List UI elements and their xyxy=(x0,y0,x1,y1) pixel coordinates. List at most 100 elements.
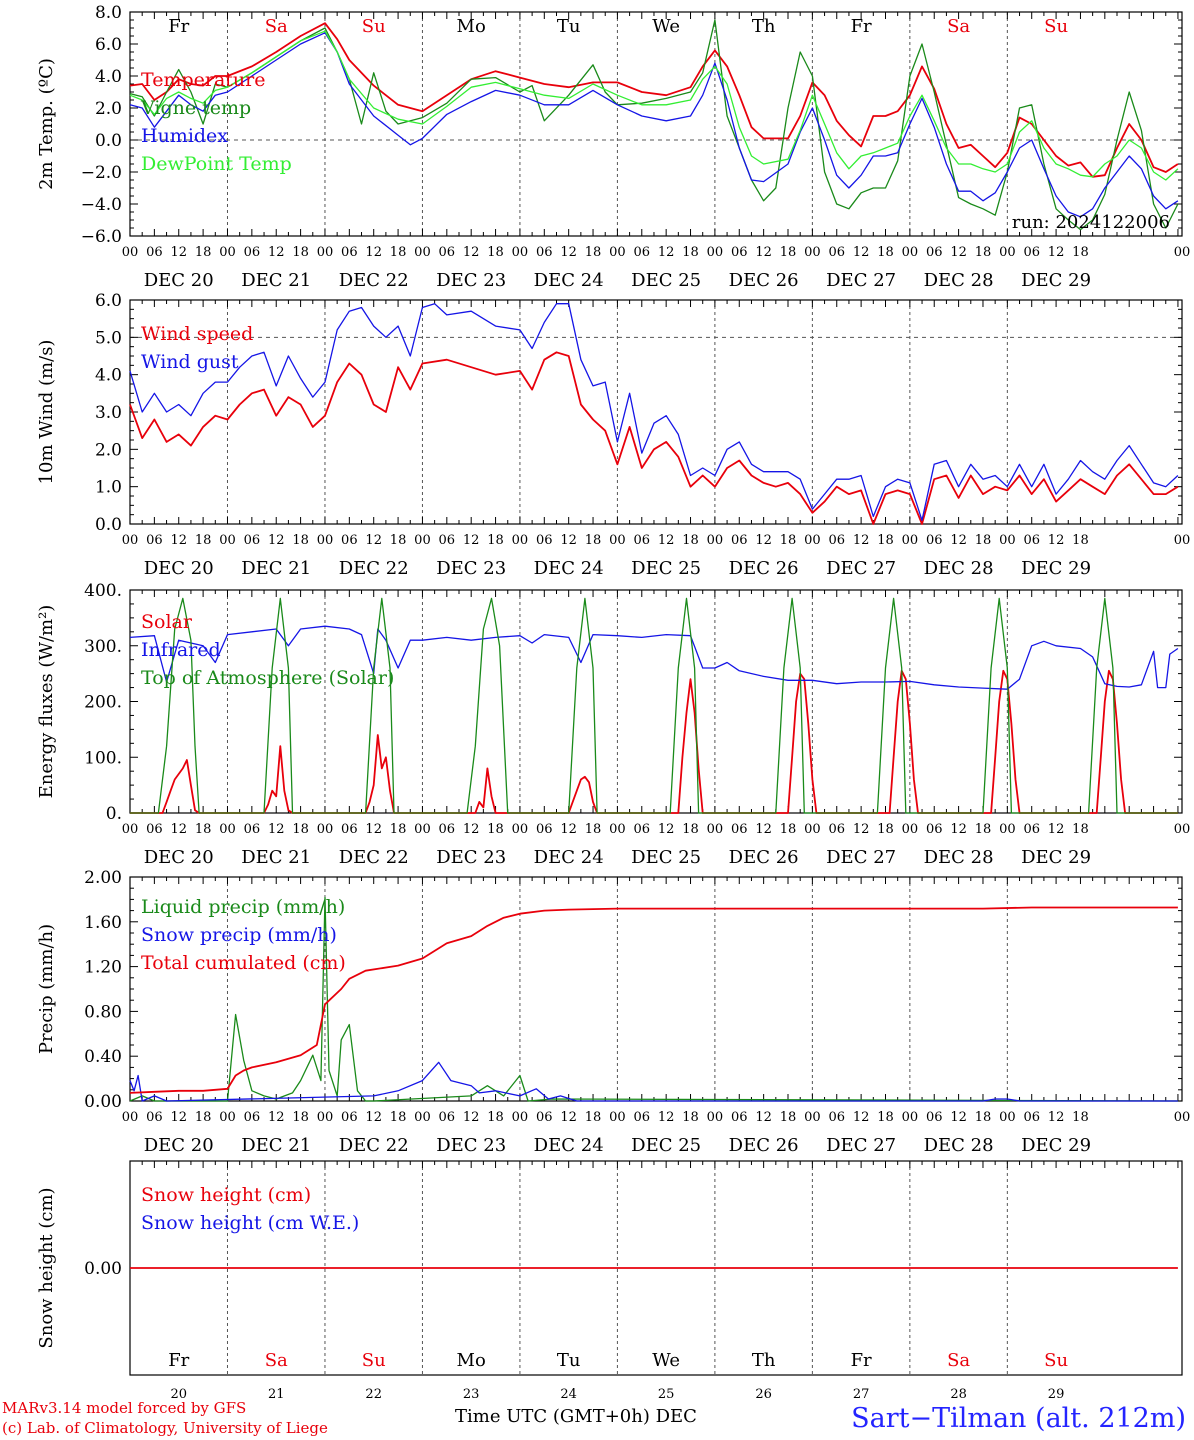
hour-tick-label: 06 xyxy=(926,822,943,837)
day-label: DEC 28 xyxy=(924,270,994,291)
hour-tick-label: 00 xyxy=(902,533,919,548)
weekday-label: We xyxy=(652,1350,680,1371)
hour-tick-label: 12 xyxy=(560,245,577,260)
legend-entry: Infrared xyxy=(141,639,221,661)
hour-tick-label: 06 xyxy=(341,822,358,837)
y-axis-label: 10m Wind (m/s) xyxy=(36,340,57,485)
hour-tick-label: 18 xyxy=(975,1110,992,1125)
weekday-label: Fr xyxy=(851,1350,872,1371)
day-label: DEC 24 xyxy=(534,1135,604,1156)
day-label: DEC 20 xyxy=(144,1135,214,1156)
y-tick-label: 6.0 xyxy=(95,291,122,311)
weekday-label: We xyxy=(652,16,680,37)
day-label: DEC 23 xyxy=(436,558,506,579)
legend-entry: Wind speed xyxy=(141,323,253,345)
y-axis-label: 2m Temp. (ºC) xyxy=(36,58,57,190)
hour-tick-label: 06 xyxy=(146,1110,163,1125)
hour-tick-label: 12 xyxy=(170,822,187,837)
hour-tick-label: 18 xyxy=(780,245,797,260)
series-top-of-atmosphere-solar- xyxy=(130,597,1178,814)
hour-tick-label: 00 xyxy=(122,533,139,548)
lab-credit: (c) Lab. of Climatology, University of L… xyxy=(2,1419,328,1437)
legend-entry: Temperature xyxy=(141,69,265,91)
hour-tick-label: 18 xyxy=(292,1110,309,1125)
y-tick-label: 3.0 xyxy=(95,403,122,423)
weekday-label: Sa xyxy=(265,16,288,37)
legend-entry: DewPoint Temp xyxy=(141,153,292,175)
hour-tick-label: 00 xyxy=(512,533,529,548)
hour-tick-label: 18 xyxy=(780,822,797,837)
hour-tick-label: 18 xyxy=(1072,1110,1089,1125)
hour-tick-label: 00 xyxy=(999,1110,1016,1125)
hour-tick-label: 06 xyxy=(244,533,261,548)
hour-tick-label: 18 xyxy=(975,245,992,260)
hour-tick-label: 18 xyxy=(487,822,504,837)
hour-tick-label: 00 xyxy=(414,245,431,260)
station-name: Sart−Tilman (alt. 212m) xyxy=(851,1403,1186,1434)
hour-tick-label: 18 xyxy=(195,533,212,548)
hour-tick-label: 06 xyxy=(244,1110,261,1125)
hour-tick-label: 00 xyxy=(804,245,821,260)
hour-tick-label: 00 xyxy=(122,1110,139,1125)
hour-tick-label: 12 xyxy=(463,822,480,837)
hour-tick-label: 12 xyxy=(950,1110,967,1125)
hour-tick-label: 18 xyxy=(292,245,309,260)
hour-tick-label: 12 xyxy=(170,533,187,548)
y-tick-label: 2.00 xyxy=(84,868,122,888)
hour-tick-label: 12 xyxy=(268,1110,285,1125)
hour-tick-label: 18 xyxy=(1072,533,1089,548)
hour-tick-label: 12 xyxy=(755,822,772,837)
y-tick-label: 5.0 xyxy=(95,328,122,348)
hour-tick-label: 06 xyxy=(828,533,845,548)
hour-tick-label: 12 xyxy=(658,822,675,837)
y-tick-label: 100. xyxy=(84,748,122,768)
y-tick-label: −6.0 xyxy=(81,227,122,247)
hour-tick-label: 00 xyxy=(609,1110,626,1125)
day-label: DEC 20 xyxy=(144,847,214,868)
hour-tick-label: 00 xyxy=(1174,533,1191,548)
hour-tick-label: 06 xyxy=(536,533,553,548)
hour-tick-label: 18 xyxy=(682,1110,699,1125)
weekday-label: Su xyxy=(1044,16,1068,37)
hour-tick-label: 00 xyxy=(609,245,626,260)
hour-tick-label: 18 xyxy=(682,533,699,548)
hour-tick-label: 12 xyxy=(755,533,772,548)
hour-tick-label: 06 xyxy=(828,1110,845,1125)
weekday-label: Su xyxy=(1044,1350,1068,1371)
hour-tick-label: 06 xyxy=(634,533,651,548)
weekday-label: Tu xyxy=(557,1350,581,1371)
weekday-label: Sa xyxy=(265,1350,288,1371)
hour-tick-label: 00 xyxy=(804,822,821,837)
hour-tick-label: 12 xyxy=(853,245,870,260)
hour-tick-label: 12 xyxy=(1048,1110,1065,1125)
y-tick-label: 8.0 xyxy=(95,3,122,23)
hour-tick-label: 00 xyxy=(609,822,626,837)
hour-tick-label: 18 xyxy=(780,533,797,548)
hour-tick-label: 06 xyxy=(1023,822,1040,837)
panel-5 xyxy=(129,1160,1183,1376)
hour-tick-label: 06 xyxy=(731,1110,748,1125)
legend-entry: Top of Atmosphere (Solar) xyxy=(141,667,394,689)
legend-entry: Liquid precip (mm/h) xyxy=(141,896,345,918)
day-number: 24 xyxy=(560,1387,577,1402)
hour-tick-label: 06 xyxy=(439,533,456,548)
hour-tick-label: 00 xyxy=(1174,822,1191,837)
day-number: 22 xyxy=(365,1387,382,1402)
y-tick-label: 300. xyxy=(84,637,122,657)
hour-tick-label: 18 xyxy=(390,245,407,260)
series-snow-precip-mm-h- xyxy=(129,1061,1178,1102)
day-label: DEC 29 xyxy=(1021,558,1091,579)
hour-tick-label: 18 xyxy=(877,822,894,837)
hour-tick-label: 00 xyxy=(122,822,139,837)
hour-tick-label: 18 xyxy=(292,822,309,837)
hour-tick-label: 06 xyxy=(1023,245,1040,260)
hour-tick-label: 00 xyxy=(902,822,919,837)
day-label: DEC 27 xyxy=(826,270,896,291)
hour-tick-label: 06 xyxy=(731,822,748,837)
hour-tick-label: 12 xyxy=(755,1110,772,1125)
hour-tick-label: 06 xyxy=(439,245,456,260)
hour-tick-label: 06 xyxy=(146,533,163,548)
weekday-label: Su xyxy=(362,16,386,37)
day-number: 25 xyxy=(658,1387,675,1402)
day-label: DEC 21 xyxy=(241,270,311,291)
